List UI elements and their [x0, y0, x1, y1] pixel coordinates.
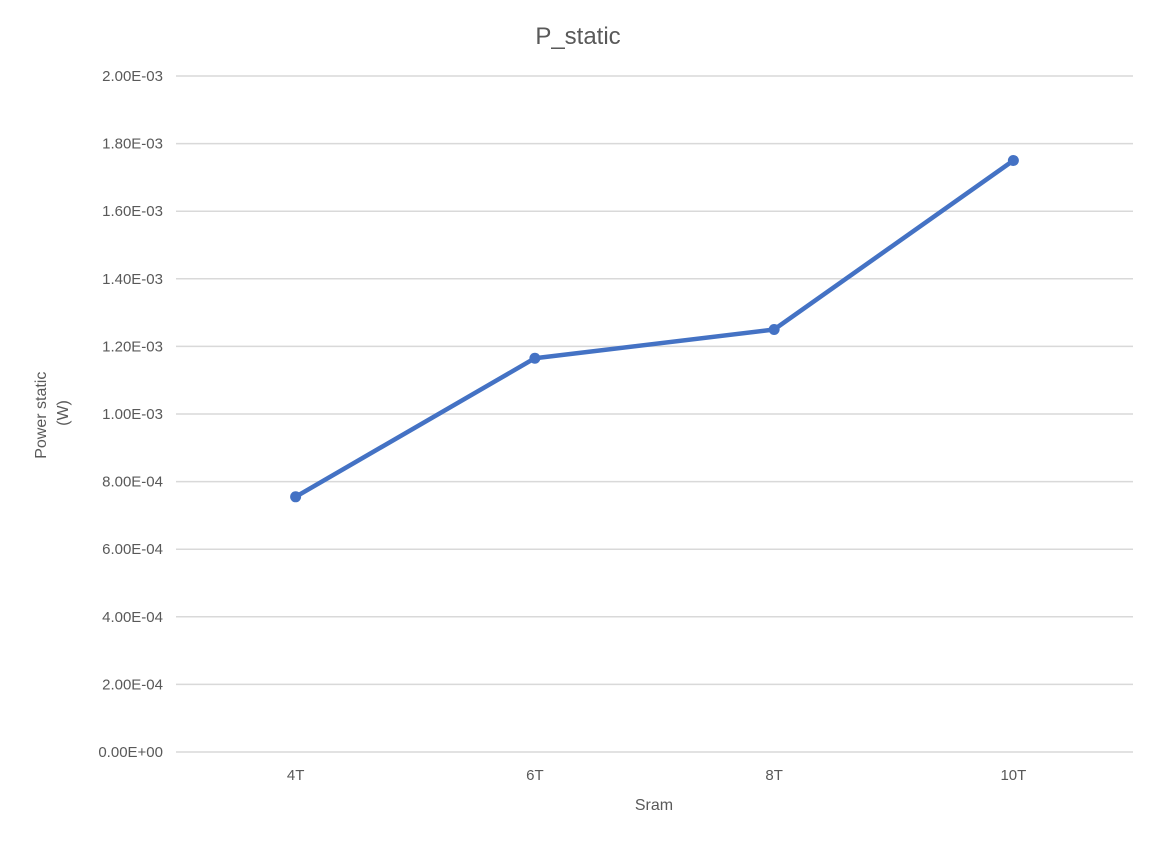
y-axis-ticks: 0.00E+00 2.00E-04 4.00E-04 6.00E-04 8.00E-04… — [98, 68, 163, 761]
series — [290, 155, 1019, 503]
series-line — [293, 158, 1016, 500]
x-tick-label: 10T — [1000, 767, 1026, 784]
data-point — [768, 324, 780, 335]
y-axis-title-line-2: (W) — [55, 400, 72, 426]
data-point — [1007, 155, 1019, 166]
x-axis-ticks: 4T 6T 8T 10T — [287, 767, 1026, 784]
y-tick-label: 1.60E-03 — [102, 203, 163, 220]
y-axis-title-line-1: Power static — [33, 372, 50, 459]
y-tick-label: 6.00E-04 — [102, 541, 163, 558]
y-tick-label: 1.00E-03 — [102, 406, 163, 423]
y-tick-label: 2.00E-03 — [102, 68, 163, 85]
y-tick-label: 1.20E-03 — [102, 338, 163, 355]
chart-title: P_static — [535, 23, 620, 50]
x-tick-label: 4T — [287, 767, 305, 784]
x-axis-title: Sram — [635, 797, 673, 814]
data-point — [529, 352, 541, 364]
gridlines — [176, 75, 1133, 753]
x-tick-label: 8T — [765, 767, 783, 784]
y-tick-label: 8.00E-04 — [102, 474, 163, 491]
data-point — [290, 491, 302, 503]
x-tick-label: 6T — [526, 767, 544, 784]
y-tick-label: 0.00E+00 — [98, 744, 163, 761]
y-tick-label: 1.40E-03 — [102, 271, 163, 288]
y-tick-label: 1.80E-03 — [102, 136, 163, 153]
y-tick-label: 4.00E-04 — [102, 609, 163, 626]
y-axis-title: Power static (W) — [33, 367, 72, 459]
y-tick-label: 2.00E-04 — [102, 676, 163, 693]
